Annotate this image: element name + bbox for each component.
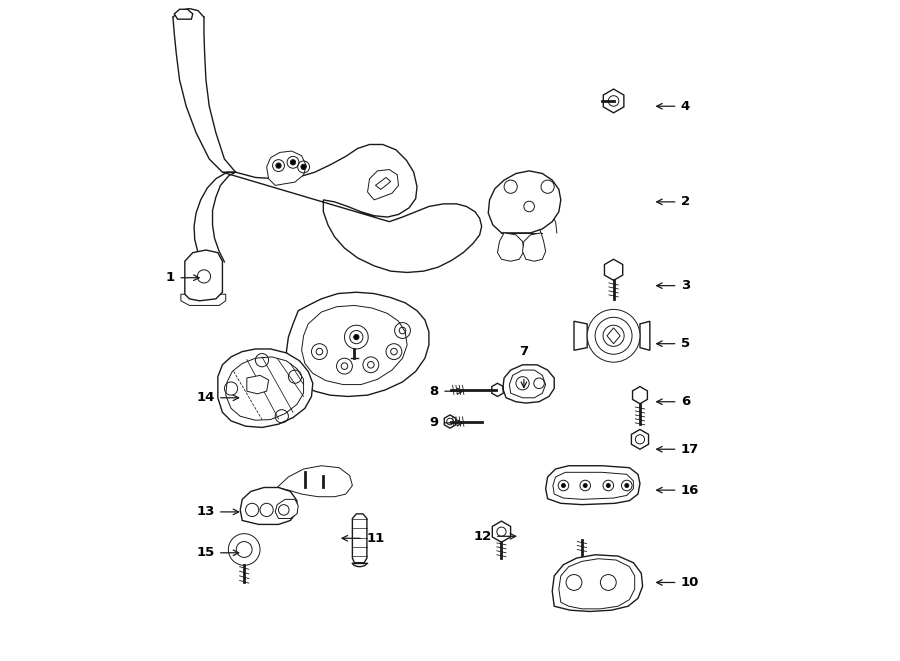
Text: 14: 14	[196, 391, 214, 405]
Polygon shape	[498, 233, 524, 261]
Circle shape	[603, 325, 624, 346]
Circle shape	[276, 163, 281, 169]
Text: 17: 17	[681, 443, 699, 455]
Text: 11: 11	[366, 532, 384, 545]
Polygon shape	[222, 145, 482, 272]
Polygon shape	[367, 170, 399, 200]
Text: 2: 2	[681, 196, 690, 208]
Polygon shape	[503, 365, 554, 403]
Polygon shape	[275, 499, 298, 518]
Text: 10: 10	[681, 576, 699, 589]
Polygon shape	[640, 321, 650, 350]
Circle shape	[354, 334, 359, 340]
Circle shape	[625, 484, 629, 487]
Text: 13: 13	[196, 506, 214, 518]
Polygon shape	[375, 177, 391, 189]
Circle shape	[291, 160, 296, 165]
Polygon shape	[226, 357, 303, 420]
Circle shape	[301, 165, 306, 170]
Polygon shape	[509, 370, 545, 398]
Polygon shape	[545, 466, 640, 504]
Polygon shape	[286, 292, 429, 397]
Text: 16: 16	[681, 484, 699, 496]
Text: 3: 3	[681, 279, 690, 292]
Circle shape	[595, 317, 632, 354]
Circle shape	[562, 484, 565, 487]
Polygon shape	[247, 375, 268, 394]
Text: 9: 9	[429, 416, 439, 430]
Polygon shape	[266, 151, 306, 185]
Polygon shape	[559, 559, 634, 609]
Polygon shape	[218, 349, 313, 428]
Polygon shape	[277, 466, 353, 496]
Text: 12: 12	[473, 530, 491, 543]
Polygon shape	[181, 294, 226, 305]
Text: 4: 4	[681, 100, 690, 113]
Text: 15: 15	[196, 546, 214, 559]
Polygon shape	[553, 555, 643, 611]
Polygon shape	[184, 250, 222, 301]
Circle shape	[587, 309, 640, 362]
Text: 6: 6	[681, 395, 690, 408]
Polygon shape	[353, 514, 367, 563]
Polygon shape	[302, 305, 407, 385]
Polygon shape	[574, 321, 587, 350]
Text: 1: 1	[166, 271, 175, 284]
Circle shape	[607, 484, 610, 487]
Text: 5: 5	[681, 337, 690, 350]
Circle shape	[229, 533, 260, 565]
Text: 8: 8	[429, 385, 439, 398]
Circle shape	[609, 331, 618, 340]
Polygon shape	[175, 9, 193, 19]
Polygon shape	[523, 233, 545, 261]
Polygon shape	[553, 473, 634, 499]
Circle shape	[583, 484, 587, 487]
Text: 7: 7	[519, 345, 528, 358]
Polygon shape	[607, 328, 620, 344]
Polygon shape	[240, 487, 297, 524]
Polygon shape	[489, 171, 561, 233]
